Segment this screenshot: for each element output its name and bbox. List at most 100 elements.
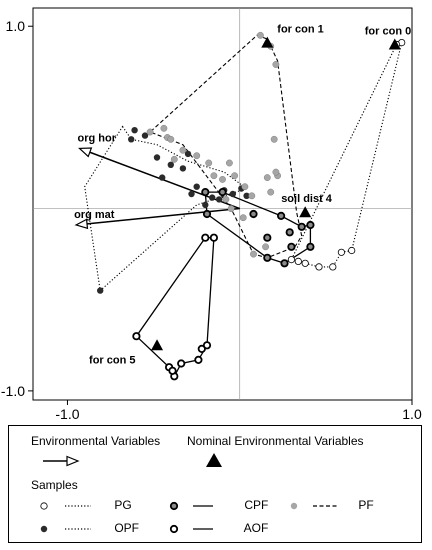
triangle-soil-dist-4 bbox=[299, 206, 312, 218]
point-pf-7 bbox=[160, 124, 168, 132]
point-pf-26 bbox=[262, 243, 269, 251]
point-opf-2 bbox=[97, 287, 104, 294]
point-pg-8 bbox=[287, 255, 295, 264]
label-org-hor: org hor bbox=[78, 132, 117, 144]
legend-aof-label: AOF bbox=[243, 521, 269, 535]
point-cpf-10 bbox=[297, 222, 306, 231]
label-for-con-5: for con 5 bbox=[89, 354, 135, 366]
point-pf-2 bbox=[272, 61, 280, 68]
legend-triangle-symbol bbox=[206, 453, 222, 467]
point-pf-12 bbox=[193, 152, 201, 160]
point-pg-4 bbox=[329, 263, 337, 271]
legend-cpf-symbol bbox=[169, 501, 213, 510]
point-opf-5 bbox=[159, 174, 166, 181]
ordination-plot: -1.0 1.0 1.0 -1.0 org hor org mat for con 1 for… bbox=[1, 7, 422, 420]
point-opf-4 bbox=[153, 154, 161, 161]
point-aof-0 bbox=[132, 332, 141, 341]
point-pf-20 bbox=[241, 183, 249, 191]
legend-entry-opf: OPF bbox=[39, 521, 139, 536]
legend-pg-symbol bbox=[40, 502, 91, 510]
arrow-org-mat bbox=[86, 207, 240, 225]
point-pf-9 bbox=[167, 135, 175, 143]
point-aof-6 bbox=[197, 344, 206, 353]
legend-opf-label: OPF bbox=[114, 521, 140, 535]
point-aof-7 bbox=[202, 341, 212, 350]
point-opf-7 bbox=[179, 165, 187, 172]
point-aof-9 bbox=[209, 233, 218, 242]
point-opf-10 bbox=[193, 183, 200, 190]
legend-entry-cpf: CPF bbox=[169, 498, 268, 513]
label-for-con-1: for con 1 bbox=[277, 24, 323, 36]
point-aof-4 bbox=[177, 359, 186, 368]
legend-pg-label: PG bbox=[114, 498, 132, 512]
point-cpf-7 bbox=[263, 233, 272, 242]
legend-entry-pg: PG bbox=[39, 498, 132, 513]
point-pf-0 bbox=[256, 31, 264, 39]
legend-entry-aof: AOF bbox=[169, 521, 268, 536]
point-opf-17 bbox=[243, 192, 250, 199]
point-pf-17 bbox=[231, 172, 239, 180]
legend-pf-symbol bbox=[290, 502, 337, 510]
triangle-for-con-1 bbox=[261, 36, 274, 48]
legend-opf-symbol bbox=[40, 525, 91, 533]
y-tick-label-0: 1.0 bbox=[6, 18, 26, 34]
point-pg-6 bbox=[301, 259, 309, 267]
hull-opf bbox=[84, 125, 248, 292]
legend-samples-title: Samples bbox=[31, 478, 78, 492]
legend-arrow-symbol bbox=[43, 455, 80, 467]
y-tick-label-1: -1.0 bbox=[1, 383, 25, 399]
point-pf-13 bbox=[205, 159, 213, 167]
point-cpf-1 bbox=[218, 188, 227, 197]
point-pf-23 bbox=[248, 192, 256, 200]
point-aof-5 bbox=[194, 355, 203, 364]
point-opf-6 bbox=[167, 161, 174, 168]
point-pf-18 bbox=[222, 195, 230, 203]
point-pg-7 bbox=[294, 257, 302, 265]
triangle-for-con-5 bbox=[151, 339, 164, 351]
point-cpf-0 bbox=[201, 188, 210, 197]
point-opf-8 bbox=[188, 190, 195, 198]
point-cpf-8 bbox=[263, 253, 272, 262]
x-tick-label-1: 1.0 bbox=[402, 406, 422, 420]
label-for-con-0: for con 0 bbox=[365, 25, 411, 37]
point-cpf-11 bbox=[306, 220, 315, 230]
point-pf-22 bbox=[267, 188, 275, 196]
point-opf-9 bbox=[184, 150, 192, 158]
point-pg-5 bbox=[315, 263, 323, 271]
point-pg-3 bbox=[337, 248, 345, 256]
legend-entry-pf: PF bbox=[289, 498, 374, 513]
point-pf-15 bbox=[219, 175, 226, 183]
point-pf-14 bbox=[210, 172, 218, 180]
point-cpf-9 bbox=[280, 259, 289, 268]
arrow-head-org-hor bbox=[78, 147, 93, 158]
point-pf-11 bbox=[179, 146, 187, 154]
point-pf-16 bbox=[225, 159, 233, 167]
point-pf-25 bbox=[250, 250, 257, 258]
triangle-for-con-0 bbox=[388, 38, 401, 50]
point-pf-21 bbox=[263, 174, 271, 182]
legend-pf-label: PF bbox=[358, 498, 374, 512]
legend: Environmental Variables Nominal Environm… bbox=[8, 425, 422, 543]
x-tick-label-0: -1.0 bbox=[55, 406, 79, 420]
point-pf-19 bbox=[227, 205, 235, 213]
point-pf-3 bbox=[270, 135, 278, 143]
point-opf-1 bbox=[128, 136, 135, 143]
point-cpf-3 bbox=[249, 209, 258, 219]
point-pf-24 bbox=[239, 214, 247, 222]
point-cpf-12 bbox=[306, 242, 315, 251]
point-aof-8 bbox=[201, 233, 210, 242]
plot-frame bbox=[32, 7, 413, 401]
point-opf-12 bbox=[209, 194, 216, 201]
point-pf-5 bbox=[272, 168, 280, 176]
point-opf-11 bbox=[202, 201, 209, 209]
legend-env-vars-title: Environmental Variables bbox=[31, 434, 161, 448]
point-opf-15 bbox=[229, 190, 236, 198]
label-org-mat: org mat bbox=[74, 209, 115, 221]
arrow-head-org-mat bbox=[74, 218, 89, 230]
point-pf-10 bbox=[170, 155, 178, 163]
hull-pf bbox=[149, 34, 303, 259]
point-pf-6 bbox=[146, 128, 154, 136]
point-cpf-4 bbox=[276, 211, 286, 220]
legend-cpf-label: CPF bbox=[244, 498, 269, 512]
